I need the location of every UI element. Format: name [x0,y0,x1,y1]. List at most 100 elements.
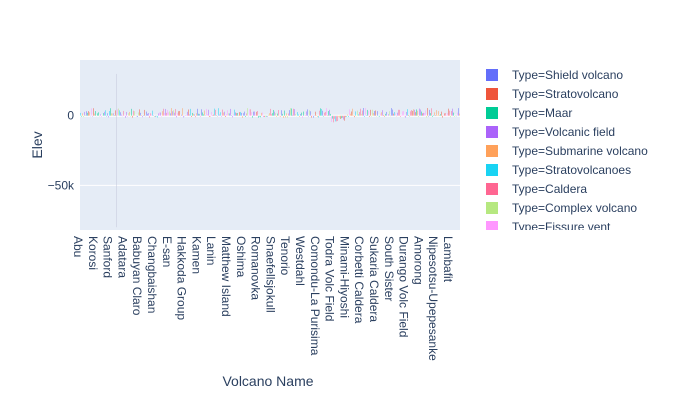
legend-item[interactable]: Type=Volcanic field [486,125,615,139]
bar [353,115,354,116]
legend-item[interactable]: Type=Submarine volcano [486,144,648,158]
bar [408,114,409,116]
bar [414,109,415,116]
bar [309,110,310,116]
bar [347,114,348,116]
bar [227,110,228,116]
bar [203,114,204,116]
bar [452,108,453,116]
legend-item[interactable]: Type=Stratovolcano [486,87,619,101]
x-tick-label: Durango Volc Field [397,236,411,337]
bar [447,113,448,116]
bar [338,115,339,118]
bar [289,110,290,116]
legend-item[interactable]: Type=Maar [486,106,572,120]
bar [145,115,146,117]
bar [379,115,380,117]
bar [207,113,208,116]
bar [127,115,128,117]
bar [453,112,454,116]
bar [296,115,297,117]
bar [144,109,145,116]
bar [219,114,220,116]
bar [450,115,451,118]
bar [444,113,445,116]
bar [372,109,373,116]
bar [158,113,159,116]
bar [304,115,305,116]
bar [305,115,306,116]
bar [427,108,428,116]
x-tick-label: Tenorio [278,236,292,276]
bar [292,114,293,116]
bar [140,112,141,116]
bar [448,108,449,116]
bar [291,108,292,116]
legend[interactable]: Type=Shield volcano Type=Stratovolcano Typ… [486,68,648,234]
bar [106,115,107,117]
bar [85,114,86,116]
legend-item[interactable]: Type=Stratovolcanoes [486,163,631,177]
legend-item[interactable]: Type=Fissure vent [486,220,611,234]
bar [457,112,458,116]
bar [269,113,270,116]
bar [116,73,117,228]
bar [194,114,195,116]
bar [435,115,436,116]
bar [320,108,321,116]
bar [307,109,308,116]
bar [454,115,455,117]
bar [389,111,390,116]
bar [265,115,266,117]
bar [222,109,223,116]
bar [258,115,259,118]
bar [96,115,97,117]
bar [163,108,164,116]
bar [311,115,312,118]
bar [380,113,381,116]
bar [294,109,295,116]
bar [241,112,242,116]
bar [432,115,433,117]
bar [345,115,346,118]
bar [431,108,432,116]
bar [421,111,422,116]
x-tick-label: E-san [160,236,174,267]
legend-item[interactable]: Type=Complex volcano [486,201,637,215]
bar [302,115,303,118]
bar [253,111,254,116]
bar [357,110,358,116]
bar [328,111,329,116]
bar [254,111,255,116]
bar [351,111,352,116]
bar [133,110,134,116]
x-tick-label: Kamen [189,236,203,274]
bar [401,115,402,116]
legend-item[interactable]: Type=Caldera [486,182,587,196]
bar [298,114,299,116]
bar [149,115,150,118]
bar [459,113,460,116]
bar [297,112,298,116]
legend-label: Type=Stratovolcanoes [512,163,631,177]
bar [350,113,351,116]
bar [280,115,281,117]
bar [422,113,423,116]
bar [228,113,229,116]
bar [407,109,408,116]
bar [449,110,450,116]
bar [317,115,318,117]
x-tick-label: Korosi [86,236,100,270]
bar [180,115,181,117]
bar [392,109,393,116]
legend-item[interactable]: Type=Shield volcano [486,68,623,82]
bar [119,110,120,116]
bar [213,114,214,116]
bar [439,115,440,116]
bar [399,109,400,116]
bar [387,115,388,117]
bar [160,112,161,116]
bar [285,115,286,118]
bar [141,115,142,116]
bar [438,111,439,116]
